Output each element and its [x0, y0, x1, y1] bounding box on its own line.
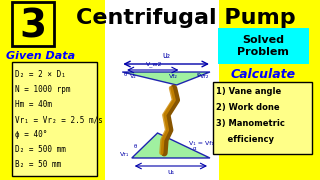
Text: efficiency: efficiency: [216, 135, 274, 144]
Text: α: α: [193, 146, 196, 151]
Text: D₂ = 500 mm: D₂ = 500 mm: [14, 145, 65, 154]
FancyBboxPatch shape: [12, 2, 54, 46]
FancyBboxPatch shape: [10, 0, 315, 180]
Text: B₂ = 50 mm: B₂ = 50 mm: [14, 160, 61, 169]
Text: V_w2: V_w2: [146, 61, 163, 67]
Text: V₂: V₂: [130, 74, 137, 79]
Text: Vr₂: Vr₂: [200, 74, 210, 79]
Text: 3) Manometric: 3) Manometric: [216, 119, 284, 128]
Polygon shape: [122, 72, 210, 85]
Text: Calculate: Calculate: [231, 68, 296, 80]
Text: N = 1000 rpm: N = 1000 rpm: [14, 85, 70, 94]
FancyBboxPatch shape: [213, 82, 312, 154]
Text: θ: θ: [124, 72, 127, 77]
Text: u₂: u₂: [162, 51, 170, 60]
Text: ϕ = 40°: ϕ = 40°: [14, 130, 47, 139]
Text: u₁: u₁: [167, 169, 174, 175]
Text: 1) Vane angle: 1) Vane angle: [216, 87, 281, 96]
Text: 3: 3: [19, 7, 46, 45]
Text: Given Data: Given Data: [6, 51, 75, 61]
Text: Vr₁ = Vr₂ = 2.5 m/s: Vr₁ = Vr₂ = 2.5 m/s: [14, 115, 102, 124]
Text: Solved
Problem: Solved Problem: [237, 35, 289, 57]
Text: 2) Work done: 2) Work done: [216, 103, 279, 112]
Text: V₁ = Vf₁: V₁ = Vf₁: [189, 141, 214, 146]
Text: Vr₁: Vr₁: [120, 152, 130, 157]
FancyBboxPatch shape: [12, 62, 98, 176]
FancyBboxPatch shape: [105, 0, 220, 180]
Text: Hm = 40m: Hm = 40m: [14, 100, 52, 109]
Polygon shape: [132, 133, 210, 158]
Text: D₂ = 2 × D₁: D₂ = 2 × D₁: [14, 70, 65, 79]
Text: Vf₂: Vf₂: [169, 74, 178, 79]
Text: φ: φ: [196, 72, 200, 77]
Text: θ: θ: [134, 144, 137, 149]
FancyBboxPatch shape: [218, 28, 309, 64]
Text: Centrifugal Pump: Centrifugal Pump: [76, 8, 296, 28]
